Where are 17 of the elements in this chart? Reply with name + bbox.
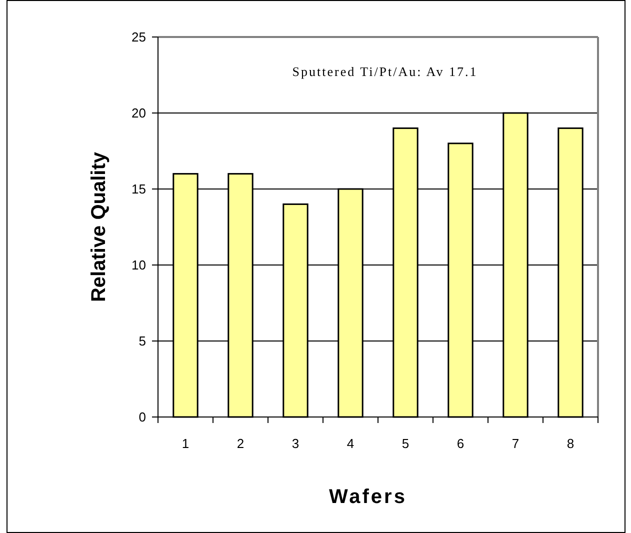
x-tick-label: 2 — [236, 436, 244, 451]
x-tick-label: 1 — [182, 436, 190, 451]
y-tick-label: 25 — [132, 30, 146, 45]
x-tick-label: 4 — [346, 436, 354, 451]
y-tick-label: 10 — [132, 258, 146, 273]
annotation: Sputtered Ti/Pt/Au: Av 17.1 — [292, 64, 478, 79]
x-tick-label: 5 — [402, 436, 410, 451]
x-tick-label: 8 — [566, 436, 574, 451]
y-axis-title: Relative Quality — [88, 151, 110, 302]
x-tick-label: 6 — [456, 436, 464, 451]
y-tick-label: 20 — [132, 106, 146, 121]
y-tick-label: 5 — [138, 334, 146, 349]
x-axis-title: Wafers — [329, 486, 407, 508]
x-tick-label: 7 — [512, 436, 520, 451]
y-tick-label: 0 — [138, 410, 146, 425]
x-tick-label: 3 — [292, 436, 300, 451]
y-tick-label: 15 — [132, 182, 146, 197]
